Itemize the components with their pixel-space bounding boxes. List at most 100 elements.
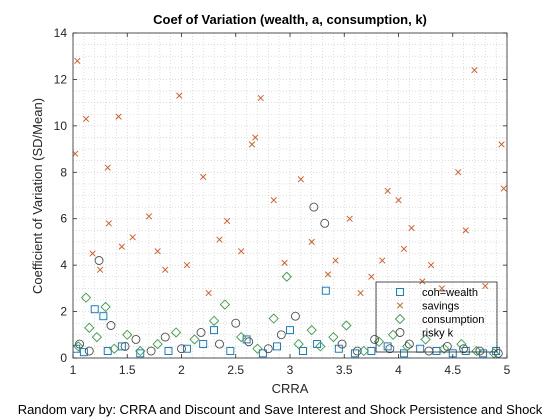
data-point [438, 285, 446, 292]
data-point [115, 113, 122, 120]
data-point [258, 349, 267, 358]
legend-entry: coh=wealth [396, 287, 478, 299]
data-point [205, 289, 212, 297]
data-point [442, 341, 452, 351]
data-point [461, 347, 470, 355]
data-point [475, 346, 485, 356]
x-tick-label: 3 [287, 363, 294, 377]
x-tick-label: 2 [178, 363, 185, 377]
x-tick-label: 3.5 [336, 363, 353, 377]
data-point [162, 266, 169, 273]
y-tick-label: 10 [54, 119, 68, 133]
x-axis-label: CRRA [272, 381, 309, 396]
data-point [395, 197, 402, 204]
y-tick-label: 8 [60, 165, 67, 179]
x-tick-label: 2.5 [227, 363, 244, 377]
data-point [352, 346, 362, 356]
data-point [226, 347, 235, 355]
data-point [210, 326, 219, 335]
data-point [118, 243, 125, 250]
data-point [252, 134, 259, 141]
data-point [104, 164, 111, 171]
legend-label: risky k [422, 328, 454, 340]
data-point [384, 187, 391, 194]
data-point [219, 299, 231, 310]
data-point [100, 301, 111, 313]
data-point [97, 266, 104, 273]
data-point [182, 344, 191, 353]
legend-label: savings [422, 301, 460, 313]
y-tick-label: 6 [60, 212, 67, 226]
data-point [84, 322, 95, 333]
data-point [215, 339, 224, 349]
data-point [500, 185, 507, 192]
data-point [276, 330, 286, 340]
data-point [341, 320, 352, 331]
grid-lines [73, 33, 507, 358]
x-tick-label: 1 [70, 363, 77, 377]
data-point [263, 344, 273, 354]
data-point [99, 312, 108, 321]
data-point [252, 343, 263, 354]
data-point [456, 338, 467, 350]
data-point [189, 334, 200, 345]
data-point [109, 343, 120, 354]
data-point [146, 346, 156, 356]
x-tick-label: 4.5 [444, 363, 461, 377]
data-point [321, 286, 330, 295]
data-point [131, 334, 141, 344]
data-point [297, 176, 304, 183]
data-point [105, 220, 112, 227]
data-point [299, 347, 307, 355]
legend-entry: savings [396, 301, 460, 313]
legend-entry: risky k [395, 328, 454, 340]
data-point [73, 344, 81, 353]
data-point [471, 345, 482, 357]
data-point [91, 331, 103, 343]
data-point [400, 245, 408, 253]
series-risky-k [75, 202, 503, 358]
data-point [357, 289, 364, 297]
data-point [273, 342, 281, 351]
data-point [177, 344, 186, 354]
data-point [424, 346, 434, 356]
data-point [120, 341, 130, 351]
y-tick-label: 4 [60, 258, 67, 272]
data-point [324, 271, 332, 278]
data-point [236, 331, 247, 343]
legend-box [375, 281, 498, 353]
plot-area: 1 1.5 2 2.5 3 3.5 4 4.5 5 0 2 4 6 8 10 12 14 coh=wealth sa… [54, 26, 511, 377]
data-point [90, 305, 99, 314]
legend-label: coh=wealth [422, 287, 478, 299]
data-point [281, 259, 288, 266]
data-point [135, 345, 146, 357]
data-point [351, 349, 360, 358]
data-point [334, 344, 343, 353]
data-point [337, 339, 347, 349]
data-point [498, 141, 505, 148]
data-point [84, 346, 94, 356]
data-point [89, 250, 96, 257]
data-point [308, 238, 315, 246]
data-point [208, 315, 220, 326]
data-point [170, 327, 182, 338]
data-point [231, 318, 241, 328]
data-point [160, 332, 170, 342]
y-axis-ticks: 0 2 4 6 8 10 12 14 [54, 26, 507, 365]
data-point [438, 343, 450, 354]
data-point [117, 342, 126, 351]
data-point [293, 338, 304, 350]
data-point [309, 202, 319, 212]
data-point [482, 282, 489, 290]
legend-marker [396, 302, 404, 309]
data-point [462, 227, 469, 234]
data-point [106, 321, 116, 330]
data-point [399, 349, 408, 358]
data-point [328, 331, 339, 343]
y-tick-label: 12 [54, 72, 68, 86]
y-tick-label: 2 [60, 305, 67, 319]
chart-title: Coef of Variation (wealth, a, consumptio… [153, 12, 427, 27]
data-point [290, 311, 300, 321]
legend-marker [394, 313, 406, 325]
data-point [270, 197, 277, 204]
